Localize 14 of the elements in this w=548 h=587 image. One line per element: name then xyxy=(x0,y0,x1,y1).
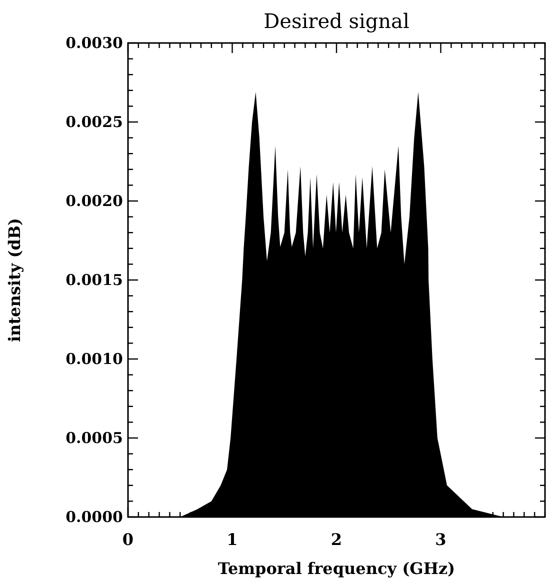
y-tick-label: 0.0000 xyxy=(66,508,123,526)
x-tick-label: 3 xyxy=(435,530,446,549)
x-tick-label: 2 xyxy=(330,530,342,549)
y-tick-label: 0.0020 xyxy=(66,192,123,210)
y-tick-label: 0.0025 xyxy=(66,113,123,131)
chart-title: Desired signal xyxy=(264,9,410,33)
x-tick-label: 0 xyxy=(122,530,134,549)
y-tick-label: 0.0005 xyxy=(66,429,123,447)
y-axis-title: intensity (dB) xyxy=(5,218,24,342)
x-axis-title: Temporal frequency (GHz) xyxy=(218,559,456,578)
x-tick-label: 1 xyxy=(226,530,238,549)
y-tick-label: 0.0030 xyxy=(66,34,123,52)
y-tick-label: 0.0015 xyxy=(66,271,123,289)
y-tick-label: 0.0010 xyxy=(66,350,123,368)
